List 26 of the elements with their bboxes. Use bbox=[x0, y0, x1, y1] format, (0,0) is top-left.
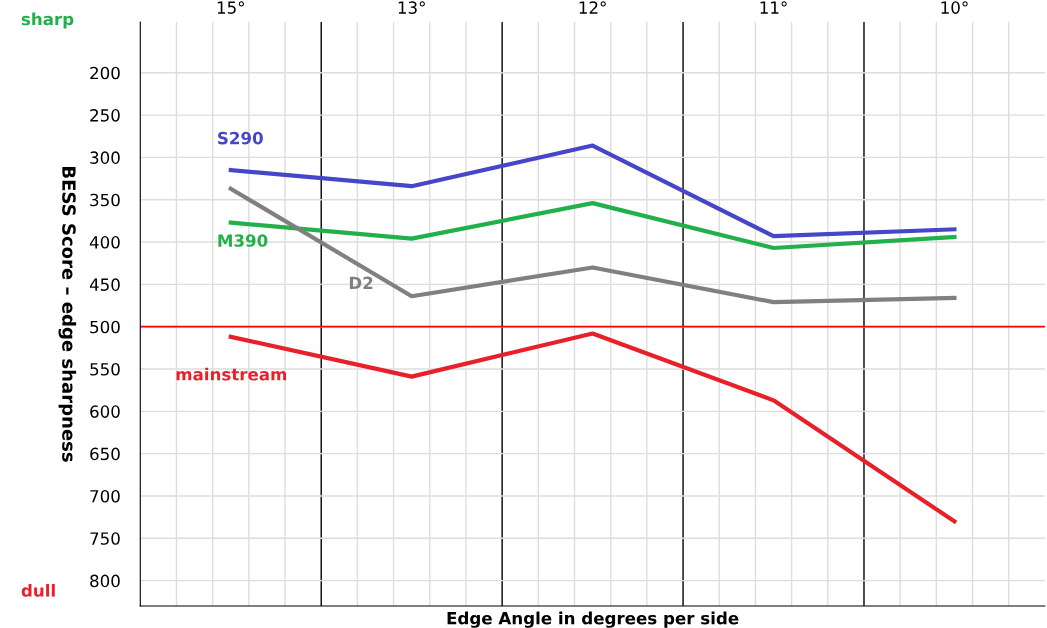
y-tick-label: 750 bbox=[90, 532, 120, 545]
x-tick-label: 12° bbox=[579, 1, 606, 14]
y-tick-label: 400 bbox=[89, 236, 120, 249]
y-axis-title: BESS Score – edge sharpness bbox=[58, 167, 77, 462]
y-tick-label: 650 bbox=[90, 447, 120, 461]
y-tick-label: 500 bbox=[90, 320, 120, 334]
text: sharp bbox=[21, 12, 74, 29]
x-tick-label: 13° bbox=[398, 1, 425, 14]
y-tick-label: 450 bbox=[89, 278, 120, 291]
x-tick-label: 10° bbox=[941, 1, 968, 14]
series-label: D2 bbox=[349, 276, 373, 289]
series-label: mainstream bbox=[176, 367, 287, 381]
series-label: M390 bbox=[218, 234, 268, 247]
y-tick-label: 600 bbox=[90, 405, 120, 418]
x-axis-title: Edge Angle in degrees per side bbox=[447, 611, 739, 628]
x-tick-label: 11° bbox=[760, 1, 787, 14]
text: dull bbox=[21, 583, 55, 597]
y-tick-label: 200 bbox=[90, 66, 120, 80]
y-tick-label: 350 bbox=[90, 193, 120, 207]
series-label: S290 bbox=[218, 131, 263, 145]
y-tick-label: 550 bbox=[90, 362, 120, 376]
x-tick-label: 15° bbox=[217, 1, 244, 14]
y-tick-label: 250 bbox=[90, 109, 120, 122]
y-tick-label: 700 bbox=[90, 489, 120, 503]
y-tick-label: 300 bbox=[90, 151, 120, 164]
y-tick-label: 800 bbox=[90, 574, 120, 588]
